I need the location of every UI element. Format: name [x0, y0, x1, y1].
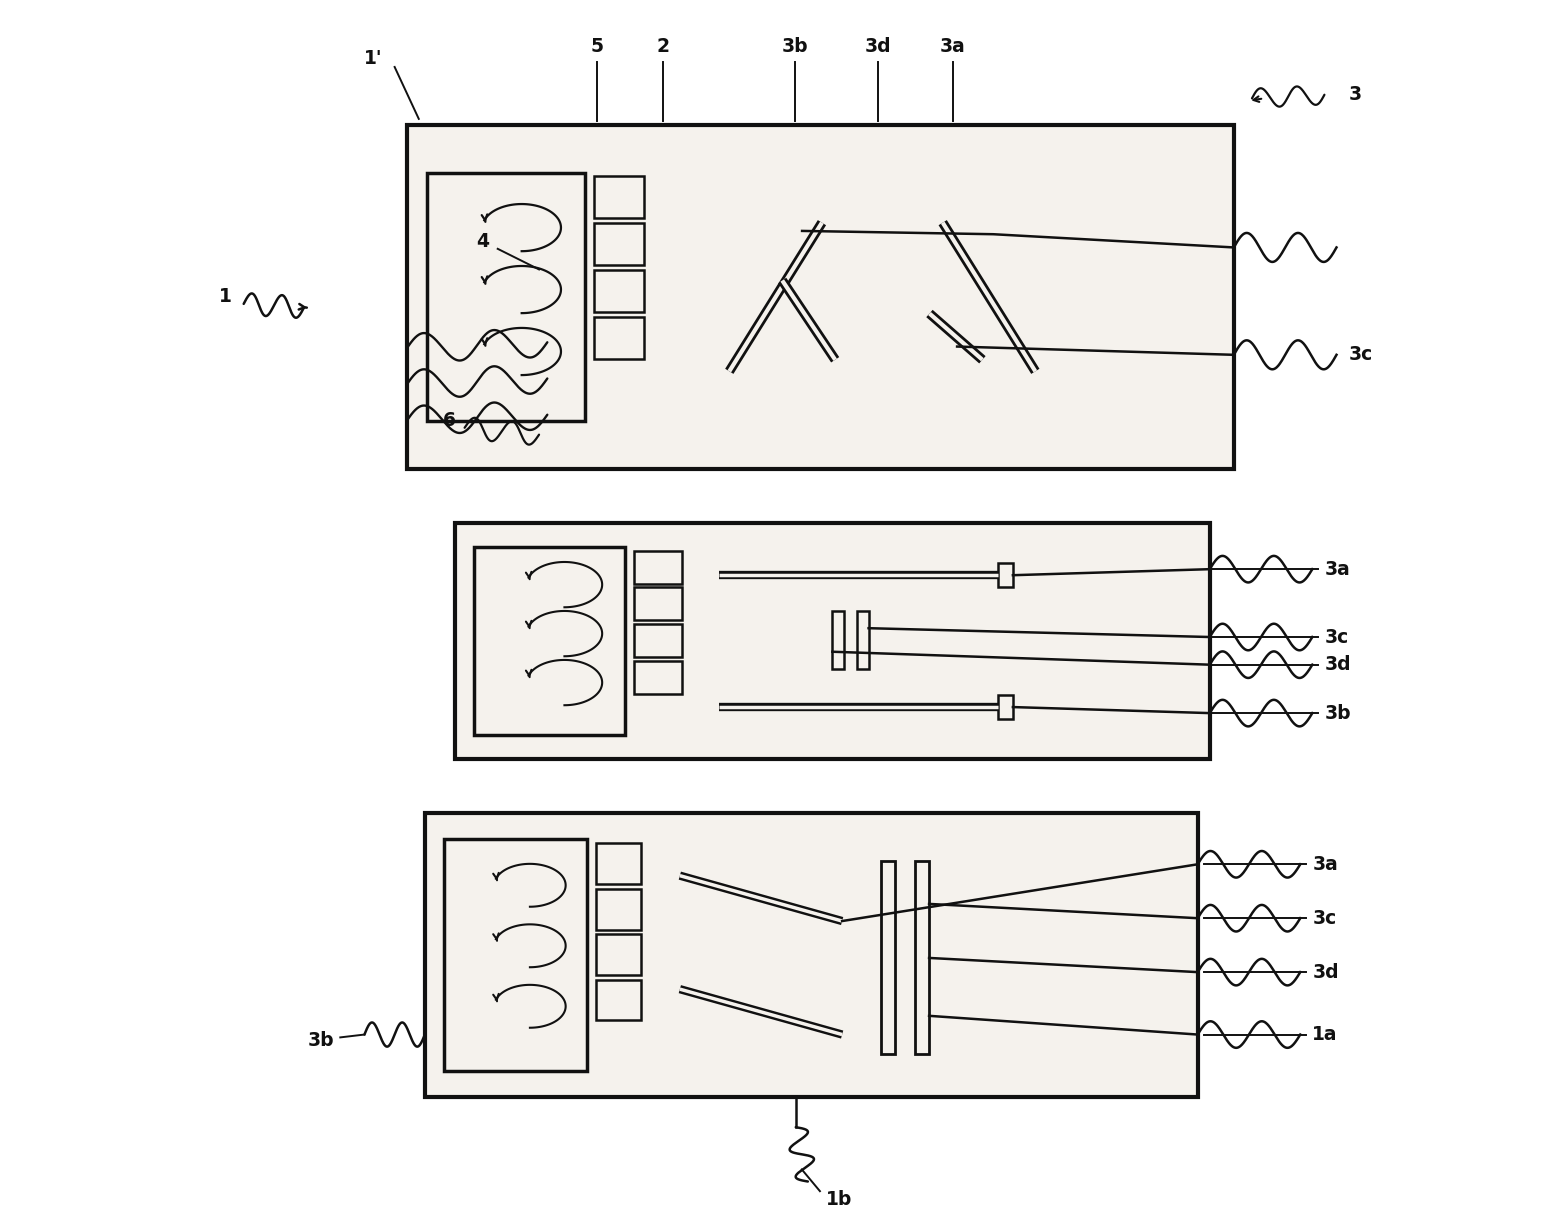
- Text: 1: 1: [219, 287, 231, 306]
- Bar: [857, 610, 868, 669]
- Text: 3d: 3d: [1313, 963, 1339, 981]
- Text: 1': 1': [364, 49, 383, 68]
- Text: 5: 5: [591, 36, 603, 56]
- Bar: [914, 861, 928, 1054]
- Text: 3c: 3c: [1348, 345, 1373, 365]
- Text: 3d: 3d: [865, 36, 891, 56]
- Bar: [594, 223, 645, 265]
- Bar: [445, 839, 587, 1071]
- Bar: [998, 696, 1012, 719]
- Text: 4: 4: [476, 232, 490, 252]
- Bar: [595, 844, 642, 884]
- Text: 3: 3: [1348, 85, 1362, 105]
- Bar: [634, 551, 682, 584]
- Bar: [406, 125, 1234, 469]
- Bar: [595, 934, 642, 975]
- Bar: [594, 270, 645, 311]
- Bar: [880, 861, 896, 1054]
- Bar: [474, 547, 625, 736]
- Text: 1b: 1b: [826, 1190, 853, 1209]
- Bar: [634, 587, 682, 620]
- Text: 6: 6: [443, 411, 456, 430]
- Bar: [428, 173, 584, 421]
- Bar: [998, 563, 1012, 587]
- Text: 1a: 1a: [1313, 1025, 1338, 1045]
- Bar: [594, 317, 645, 359]
- Text: 2: 2: [657, 36, 670, 56]
- Text: 3b: 3b: [307, 1031, 335, 1049]
- Text: 3c: 3c: [1313, 908, 1336, 928]
- Text: 3d: 3d: [1324, 655, 1352, 674]
- Text: 3a: 3a: [939, 36, 966, 56]
- Bar: [634, 662, 682, 694]
- Text: 3b: 3b: [783, 36, 809, 56]
- Bar: [594, 175, 645, 218]
- Text: 3b: 3b: [1324, 704, 1352, 722]
- Bar: [595, 889, 642, 929]
- Bar: [634, 624, 682, 657]
- Bar: [832, 610, 845, 669]
- Text: 3c: 3c: [1324, 627, 1348, 647]
- Bar: [595, 980, 642, 1020]
- Bar: [456, 523, 1209, 759]
- Bar: [425, 814, 1198, 1097]
- Text: 3a: 3a: [1324, 559, 1350, 579]
- Text: 3a: 3a: [1313, 855, 1338, 874]
